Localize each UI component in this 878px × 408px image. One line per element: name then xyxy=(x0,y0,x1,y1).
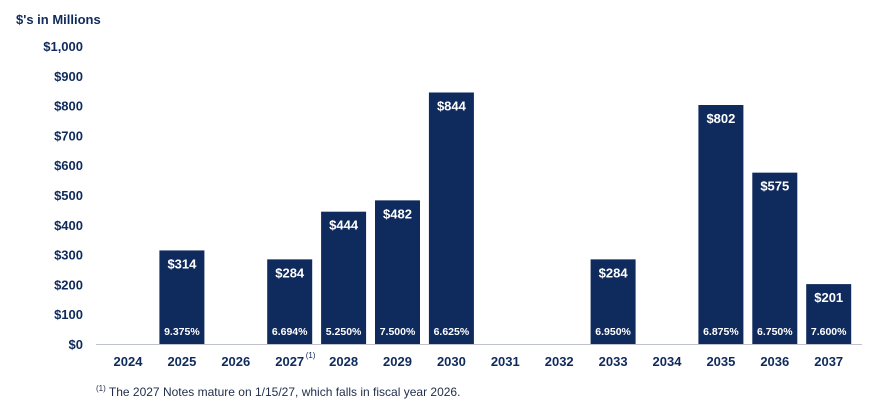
x-axis: 2024 2025 2026 2027 (1) 2028 2029 2030 2031 2032 2… xyxy=(96,344,862,369)
y-tick-label: $200 xyxy=(54,277,83,292)
bar-2025 xyxy=(159,250,205,344)
value-label: $802 xyxy=(706,111,735,126)
bars-group: $314 9.375% $284 6.694% $444 5.250% $482 7.500%… xyxy=(159,92,852,344)
x-tick-label: 2037 xyxy=(814,354,843,369)
rate-label: 6.750% xyxy=(757,326,793,338)
x-tick-label: 2034 xyxy=(653,354,683,369)
y-tick-label: $800 xyxy=(54,99,83,114)
x-tick-label: 2024 xyxy=(114,354,144,369)
x-tick-label: 2027 xyxy=(275,354,304,369)
y-axis: $0 $100 $200 $300 $400 $500 $600 $700 $800 $900 $1… xyxy=(43,39,83,352)
value-label: $482 xyxy=(383,206,412,221)
rate-label: 6.625% xyxy=(434,326,470,338)
value-label: $444 xyxy=(329,218,359,233)
y-tick-label: $700 xyxy=(54,128,83,143)
value-label: $284 xyxy=(275,265,305,280)
x-tick-label: 2036 xyxy=(760,354,789,369)
x-tick-label: 2032 xyxy=(545,354,574,369)
rate-label: 7.600% xyxy=(811,326,847,338)
rate-label: 5.250% xyxy=(326,326,362,338)
x-tick-superscript: (1) xyxy=(306,351,316,360)
rate-label: 6.950% xyxy=(595,326,631,338)
unit-label: $'s in Millions xyxy=(16,12,101,27)
rate-label: 6.875% xyxy=(703,326,739,338)
footnote-text: The 2027 Notes mature on 1/15/27, which … xyxy=(105,385,461,399)
y-tick-label: $300 xyxy=(54,248,83,263)
x-tick-label: 2033 xyxy=(599,354,628,369)
rate-label: 6.694% xyxy=(272,326,308,338)
y-tick-label: $500 xyxy=(54,188,83,203)
bar-2033 xyxy=(590,259,636,344)
x-tick-label: 2030 xyxy=(437,354,466,369)
value-label: $314 xyxy=(167,256,197,271)
y-tick-label: $1,000 xyxy=(43,39,83,54)
y-tick-label: $900 xyxy=(54,69,83,84)
x-tick-label: 2035 xyxy=(706,354,735,369)
value-label: $284 xyxy=(599,265,629,280)
x-tick-label: 2028 xyxy=(329,354,358,369)
x-tick-label: 2031 xyxy=(491,354,520,369)
y-tick-label: $100 xyxy=(54,307,83,322)
value-label: $844 xyxy=(437,98,467,113)
x-tick-label: 2029 xyxy=(383,354,412,369)
footnote: (1) The 2027 Notes mature on 1/15/27, wh… xyxy=(96,384,460,399)
bar-2036 xyxy=(752,172,798,344)
x-tick-label: 2026 xyxy=(221,354,250,369)
bar-2037 xyxy=(806,284,852,344)
bar-2029 xyxy=(375,200,420,344)
value-label: $201 xyxy=(814,290,843,305)
bar-2035 xyxy=(698,105,744,344)
rate-label: 7.500% xyxy=(380,326,416,338)
rate-label: 9.375% xyxy=(164,326,200,338)
y-tick-label: $400 xyxy=(54,218,83,233)
x-tick-label: 2025 xyxy=(167,354,196,369)
value-label: $575 xyxy=(760,179,789,194)
bar-2030 xyxy=(428,92,474,344)
y-tick-label: $600 xyxy=(54,158,83,173)
bar-2028 xyxy=(321,211,367,344)
footnote-marker: (1) xyxy=(96,384,106,393)
y-tick-label: $0 xyxy=(69,337,83,352)
bar-2027 xyxy=(267,259,313,344)
